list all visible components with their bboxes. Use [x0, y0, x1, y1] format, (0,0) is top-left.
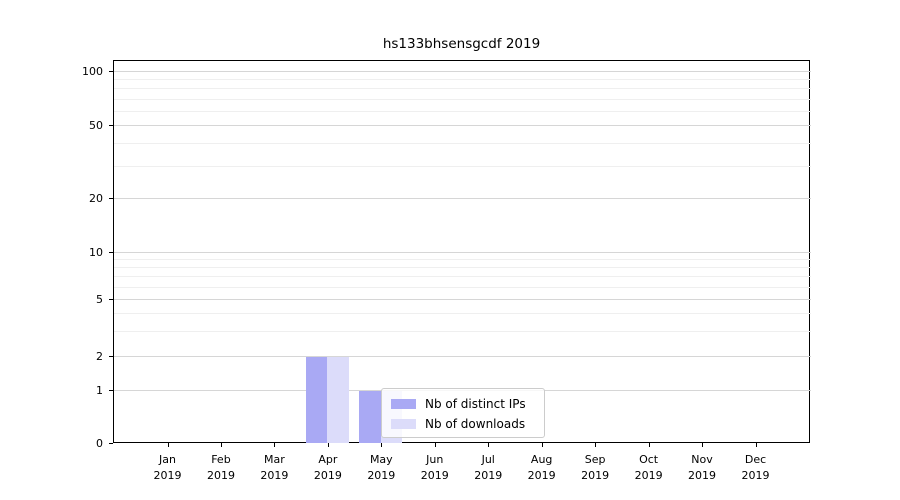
x-tick-label: Nov 2019: [688, 453, 717, 482]
y-tick-mark: [109, 390, 113, 391]
x-tick-mark: [434, 443, 436, 447]
y-tick-mark: [109, 125, 113, 126]
legend-swatch-downloads: [391, 419, 416, 429]
major-gridline: [114, 299, 811, 300]
x-tick-mark: [327, 443, 329, 447]
bar-distinct-ips: [305, 357, 328, 443]
plot-area: [113, 60, 811, 443]
y-tick-mark: [109, 198, 113, 199]
x-tick-label: Jun 2019: [420, 453, 449, 482]
x-tick-mark: [220, 443, 222, 447]
x-tick-label: Aug 2019: [527, 453, 556, 482]
x-tick-mark: [702, 443, 704, 447]
x-tick-label: Sep 2019: [581, 453, 610, 482]
x-tick-mark: [488, 443, 490, 447]
minor-gridline: [114, 312, 811, 314]
bar-downloads: [327, 357, 349, 443]
x-tick-label: Jul 2019: [474, 453, 503, 482]
x-tick-label: Mar 2019: [260, 453, 289, 482]
x-tick-label: Feb 2019: [206, 453, 235, 482]
legend-label-distinct-ips: Nb of distinct IPs: [425, 397, 526, 411]
y-tick-label: 1: [96, 384, 103, 397]
x-tick-mark: [541, 443, 543, 447]
x-tick-mark: [381, 443, 383, 447]
x-tick-mark: [595, 443, 597, 447]
y-tick-mark: [109, 356, 113, 357]
y-tick-label: 10: [89, 246, 103, 259]
x-tick-label: May 2019: [367, 453, 396, 482]
minor-gridline: [114, 286, 811, 288]
minor-gridline: [114, 142, 811, 144]
minor-gridline: [114, 267, 811, 269]
legend-item-downloads: Nb of downloads: [391, 416, 536, 432]
minor-gridline: [114, 110, 811, 112]
y-tick-label: 5: [96, 293, 103, 306]
minor-gridline: [114, 88, 811, 90]
major-gridline: [114, 71, 811, 72]
major-gridline: [114, 198, 811, 199]
y-tick-label: 100: [82, 65, 103, 78]
x-tick-mark: [755, 443, 757, 447]
major-gridline: [114, 125, 811, 126]
x-tick-label: Dec 2019: [741, 453, 770, 482]
major-gridline: [114, 252, 811, 253]
x-tick-label: Jan 2019: [153, 453, 182, 482]
y-tick-mark: [109, 71, 113, 72]
x-tick-mark: [167, 443, 169, 447]
x-tick-label: Apr 2019: [313, 453, 342, 482]
minor-gridline: [114, 259, 811, 261]
legend: Nb of distinct IPs Nb of downloads: [381, 388, 545, 438]
minor-gridline: [114, 79, 811, 81]
legend-label-downloads: Nb of downloads: [425, 417, 526, 431]
minor-gridline: [114, 165, 811, 167]
y-tick-mark: [109, 299, 113, 300]
y-tick-label: 20: [89, 192, 103, 205]
y-tick-mark: [109, 443, 113, 444]
y-tick-label: 2: [96, 350, 103, 363]
minor-gridline: [114, 98, 811, 100]
bar-distinct-ips: [359, 391, 381, 443]
y-tick-label: 50: [89, 119, 103, 132]
legend-item-distinct-ips: Nb of distinct IPs: [391, 396, 536, 412]
major-gridline: [114, 356, 811, 357]
minor-gridline: [114, 330, 811, 332]
legend-swatch-distinct-ips: [391, 399, 416, 409]
y-tick-label: 0: [96, 437, 103, 450]
x-tick-mark: [648, 443, 650, 447]
chart-title: hs133bhsensgcdf 2019: [382, 36, 541, 52]
minor-gridline: [114, 276, 811, 278]
x-tick-label: Oct 2019: [634, 453, 663, 482]
y-tick-mark: [109, 252, 113, 253]
x-tick-mark: [274, 443, 276, 447]
